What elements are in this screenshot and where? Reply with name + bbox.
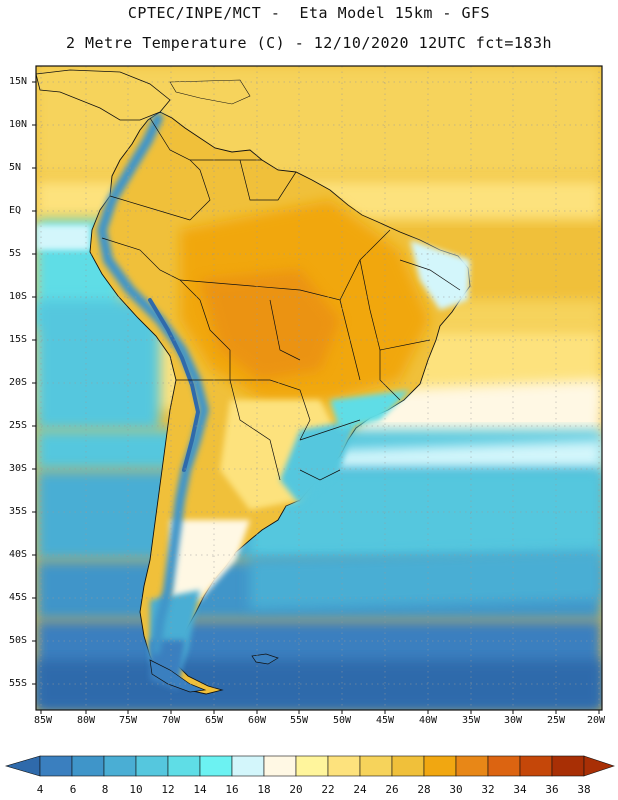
colorbar-swatch [263, 755, 297, 777]
lon-label: 30W [503, 715, 523, 726]
colorbar-label: 4 [36, 783, 44, 796]
colorbar-swatch [71, 755, 105, 777]
lon-label: 60W [247, 715, 267, 726]
colorbar-swatch [455, 755, 489, 777]
colorbar-label: 10 [129, 783, 143, 796]
lon-label: 35W [461, 715, 481, 726]
colorbar-label: 6 [69, 783, 77, 796]
colorbar-label: 12 [161, 783, 175, 796]
colorbar-arrow-high [583, 755, 615, 777]
lat-label: 45S [9, 592, 28, 603]
colorbar-swatch [103, 755, 137, 777]
colorbar-label: 36 [545, 783, 559, 796]
lat-label: 55S [9, 678, 28, 689]
lat-label: 5N [9, 162, 22, 173]
lat-label: 50S [9, 635, 28, 646]
colorbar-swatch [487, 755, 521, 777]
colorbar-label: 38 [577, 783, 591, 796]
map-field [36, 66, 602, 710]
lat-label: 20S [9, 377, 28, 388]
lat-label: 15S [9, 334, 28, 345]
lon-label: 70W [161, 715, 181, 726]
lon-label: 25W [546, 715, 566, 726]
lat-label: 25S [9, 420, 28, 431]
colorbar-label: 14 [193, 783, 207, 796]
colorbar-swatch [359, 755, 393, 777]
colorbar-label: 34 [513, 783, 527, 796]
lat-label: 5S [9, 248, 22, 259]
colorbar-swatch [199, 755, 233, 777]
colorbar-label: 16 [225, 783, 239, 796]
colorbar-label: 22 [321, 783, 335, 796]
lat-label: 15N [9, 76, 28, 87]
colorbar-swatch [231, 755, 265, 777]
colorbar-swatch [519, 755, 553, 777]
lat-label: 30S [9, 463, 28, 474]
lon-label: 55W [289, 715, 309, 726]
title-line-2: 2 Metre Temperature (C) - 12/10/2020 12U… [65, 34, 553, 52]
colorbar-swatch [327, 755, 361, 777]
lat-label: 10N [9, 119, 28, 130]
lat-label: 35S [9, 506, 28, 517]
lon-label: 85W [33, 715, 53, 726]
lon-label: 50W [332, 715, 352, 726]
colorbar-swatch [39, 755, 73, 777]
lon-label: 40W [418, 715, 438, 726]
colorbar-label: 30 [449, 783, 463, 796]
colorbar-label: 26 [385, 783, 399, 796]
colorbar-swatch [551, 755, 585, 777]
colorbar-swatch [135, 755, 169, 777]
colorbar-label: 32 [481, 783, 495, 796]
colorbar-label: 8 [101, 783, 109, 796]
colorbar-label: 18 [257, 783, 271, 796]
colorbar-swatch [295, 755, 329, 777]
lon-label: 65W [204, 715, 224, 726]
colorbar-swatch [167, 755, 201, 777]
lon-label: 45W [375, 715, 395, 726]
colorbar [4, 755, 615, 777]
lat-label: 40S [9, 549, 28, 560]
colorbar-label: 24 [353, 783, 367, 796]
title-line-1: CPTEC/INPE/MCT - Eta Model 15km - GFS [127, 4, 491, 22]
colorbar-swatch [391, 755, 425, 777]
lat-label: EQ [9, 205, 22, 216]
map-frame [35, 65, 603, 711]
lon-label: 75W [118, 715, 138, 726]
colorbar-label: 28 [417, 783, 431, 796]
colorbar-label: 20 [289, 783, 303, 796]
colorbar-swatch [423, 755, 457, 777]
colorbar-arrow-low [4, 755, 41, 777]
lat-label: 10S [9, 291, 28, 302]
lon-label: 20W [586, 715, 606, 726]
lon-label: 80W [76, 715, 96, 726]
